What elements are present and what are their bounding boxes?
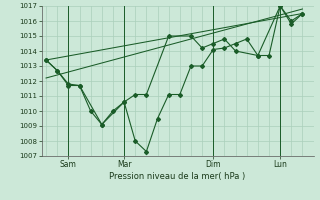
X-axis label: Pression niveau de la mer( hPa ): Pression niveau de la mer( hPa ): [109, 172, 246, 181]
